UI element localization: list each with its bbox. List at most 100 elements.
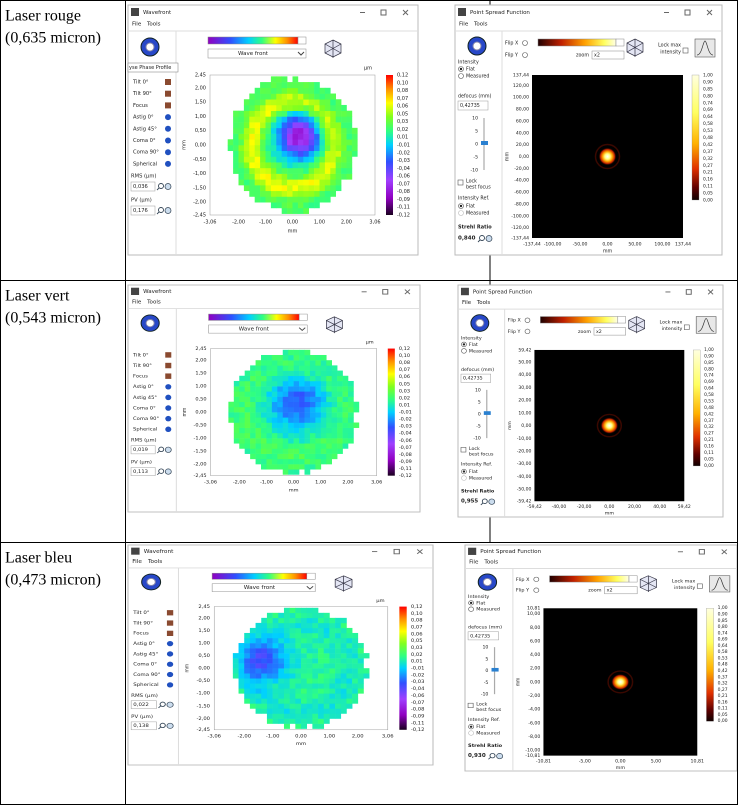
zernike-button[interactable]: Tilt 0° bbox=[132, 353, 149, 359]
menu-item[interactable]: Tools bbox=[146, 300, 161, 306]
settings-icon[interactable] bbox=[164, 207, 172, 214]
slider-thumb[interactable] bbox=[481, 141, 488, 145]
settings-icon[interactable] bbox=[485, 235, 493, 242]
view-3d-button[interactable] bbox=[334, 575, 353, 592]
zernike-button[interactable]: Focus bbox=[133, 374, 148, 380]
zernike-button[interactable]: Tilt 0° bbox=[132, 610, 150, 615]
maximize-button[interactable] bbox=[684, 9, 691, 16]
zernike-button[interactable]: Coma 90° bbox=[133, 672, 161, 677]
dropdown[interactable] bbox=[298, 313, 308, 321]
radio-button[interactable] bbox=[461, 475, 467, 481]
settings-icon[interactable] bbox=[166, 722, 174, 729]
dropdown[interactable] bbox=[604, 586, 638, 595]
maximize-button[interactable] bbox=[698, 549, 705, 555]
close-button[interactable] bbox=[402, 9, 409, 16]
button-icon[interactable] bbox=[165, 384, 172, 390]
button-icon[interactable] bbox=[165, 405, 172, 411]
zernike-button[interactable]: Coma 0° bbox=[133, 662, 157, 667]
zernike-button[interactable]: Coma 0° bbox=[133, 406, 156, 412]
menu-item[interactable]: File bbox=[459, 22, 469, 28]
button-icon[interactable] bbox=[165, 394, 172, 401]
button-icon[interactable] bbox=[166, 630, 174, 636]
zernike-button[interactable]: Focus bbox=[133, 631, 149, 636]
zoom-icon[interactable] bbox=[159, 722, 166, 728]
zoom-icon[interactable] bbox=[479, 235, 485, 241]
button-icon[interactable] bbox=[165, 426, 172, 433]
button-icon[interactable] bbox=[165, 362, 172, 369]
zoom-icon[interactable] bbox=[158, 207, 164, 213]
slider-thumb[interactable] bbox=[491, 667, 499, 672]
maximize-button[interactable] bbox=[382, 289, 389, 295]
value-box[interactable] bbox=[460, 373, 492, 383]
button-icon[interactable] bbox=[166, 682, 174, 688]
zernike-button[interactable]: Astig 45° bbox=[133, 126, 157, 132]
button-icon[interactable] bbox=[166, 610, 174, 616]
menu-item[interactable]: File bbox=[132, 559, 142, 564]
settings-icon[interactable] bbox=[496, 753, 504, 760]
settings-icon[interactable] bbox=[164, 446, 172, 453]
button-icon[interactable] bbox=[165, 102, 171, 109]
zernike-button[interactable]: Tilt 90° bbox=[132, 91, 152, 97]
view-3d-button[interactable] bbox=[639, 575, 657, 593]
button-icon[interactable] bbox=[166, 671, 174, 678]
dropdown[interactable] bbox=[297, 36, 307, 45]
psf-profile-button[interactable] bbox=[709, 575, 731, 593]
dropdown[interactable] bbox=[628, 575, 638, 583]
menu-item[interactable]: File bbox=[462, 300, 471, 306]
zernike-button[interactable]: Astig 0° bbox=[133, 384, 154, 390]
zernike-button[interactable]: Astig 0° bbox=[133, 115, 154, 121]
dropdown[interactable] bbox=[615, 38, 625, 47]
close-button[interactable] bbox=[416, 549, 423, 555]
menu-item[interactable]: Tools bbox=[473, 22, 488, 28]
button-icon[interactable] bbox=[165, 373, 172, 379]
dropdown[interactable] bbox=[306, 572, 316, 580]
maximize-button[interactable] bbox=[393, 548, 400, 555]
close-button[interactable] bbox=[721, 549, 728, 555]
zernike-button[interactable]: Astig 0° bbox=[133, 641, 155, 646]
zernike-button[interactable]: Coma 90° bbox=[133, 416, 160, 422]
button-icon[interactable] bbox=[166, 620, 174, 626]
zoom-icon[interactable] bbox=[158, 446, 165, 453]
radio-button[interactable] bbox=[458, 73, 464, 79]
colormap-bar[interactable] bbox=[537, 38, 617, 47]
menu-item[interactable]: Tools bbox=[483, 560, 498, 566]
checkbox[interactable] bbox=[457, 179, 464, 186]
radio-button[interactable] bbox=[522, 52, 528, 58]
dropdown[interactable] bbox=[591, 50, 625, 60]
view-3d-button[interactable] bbox=[326, 316, 343, 334]
menu-item[interactable]: File bbox=[132, 22, 142, 28]
radio-button[interactable] bbox=[461, 348, 467, 354]
settings-icon[interactable] bbox=[166, 701, 174, 708]
button-icon[interactable] bbox=[165, 352, 172, 358]
radio-button[interactable] bbox=[533, 576, 540, 582]
menu-item[interactable]: Tools bbox=[476, 300, 491, 306]
checkbox[interactable] bbox=[683, 324, 690, 330]
zernike-button[interactable]: Coma 0° bbox=[133, 138, 156, 144]
button-icon[interactable] bbox=[166, 641, 174, 647]
close-button[interactable] bbox=[404, 289, 411, 295]
button-icon[interactable] bbox=[165, 137, 171, 144]
button-icon[interactable] bbox=[165, 149, 171, 156]
value-box[interactable] bbox=[457, 100, 489, 111]
close-button[interactable] bbox=[706, 9, 713, 16]
psf-profile-button[interactable] bbox=[694, 38, 716, 58]
menu-item[interactable]: Tools bbox=[147, 559, 163, 564]
settings-icon[interactable] bbox=[164, 183, 172, 190]
zoom-icon[interactable] bbox=[489, 752, 496, 759]
dropdown[interactable] bbox=[593, 327, 626, 336]
radio-button[interactable] bbox=[468, 730, 474, 736]
zernike-button[interactable]: Tilt 0° bbox=[132, 80, 149, 86]
radio-button[interactable] bbox=[468, 606, 474, 612]
checkbox[interactable] bbox=[460, 447, 467, 453]
zernike-button[interactable]: Coma 90° bbox=[133, 150, 159, 156]
settings-icon[interactable] bbox=[164, 468, 172, 475]
checkbox[interactable] bbox=[682, 47, 689, 54]
zoom-icon[interactable] bbox=[159, 701, 166, 707]
maximize-button[interactable] bbox=[685, 289, 692, 295]
button-icon[interactable] bbox=[165, 415, 172, 422]
colormap-bar[interactable] bbox=[208, 313, 300, 321]
menu-item[interactable]: File bbox=[132, 300, 141, 306]
radio-button[interactable] bbox=[524, 317, 531, 323]
button-icon[interactable] bbox=[165, 90, 171, 97]
settings-icon[interactable] bbox=[488, 498, 496, 505]
